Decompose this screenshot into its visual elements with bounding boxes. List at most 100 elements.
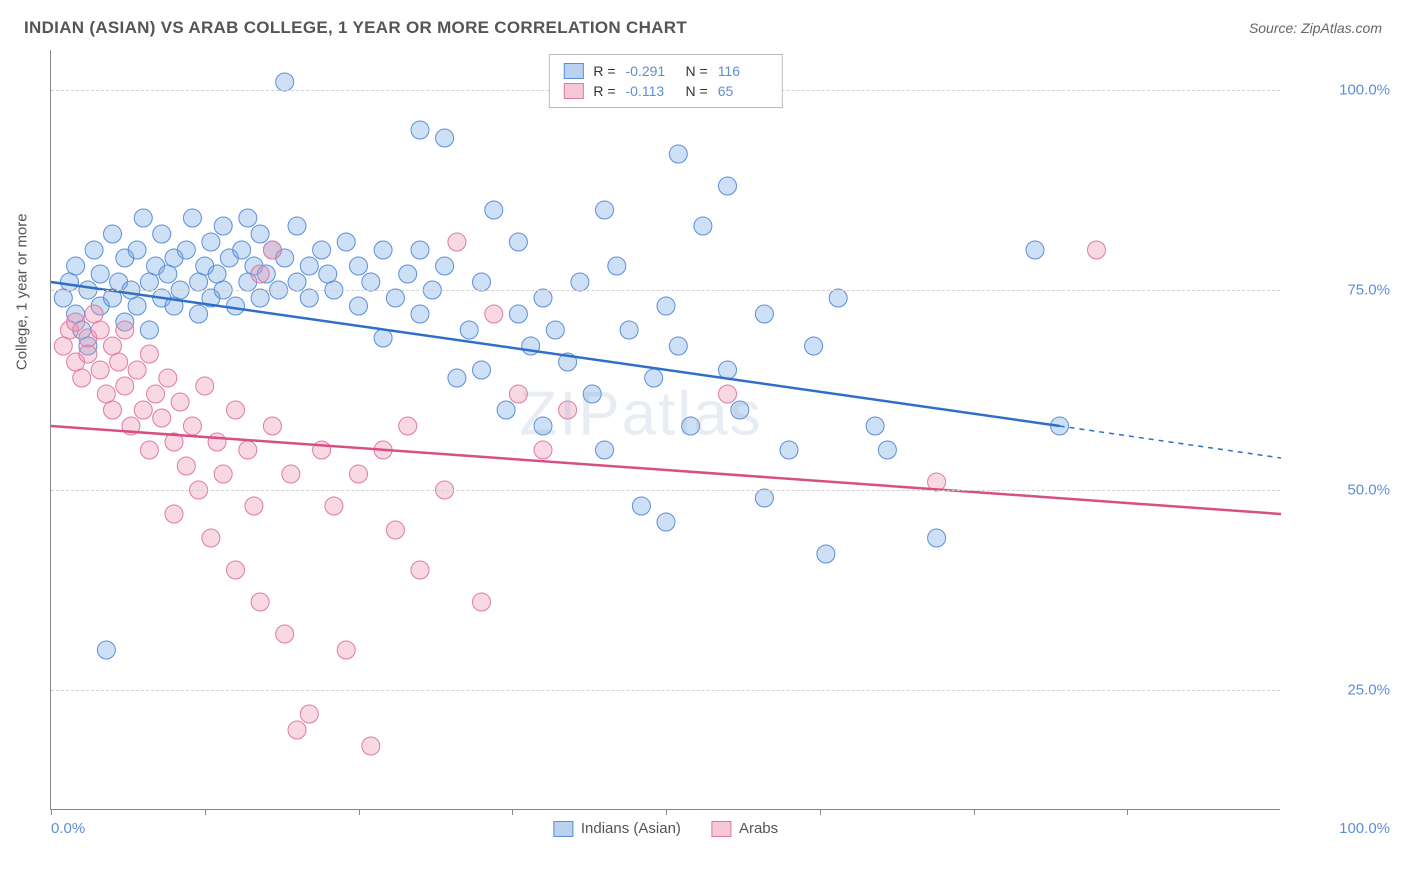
- scatter-point: [165, 505, 183, 523]
- scatter-point: [128, 297, 146, 315]
- scatter-point: [288, 217, 306, 235]
- scatter-point: [399, 417, 417, 435]
- legend-correlation: R = -0.291 N = 116 R = -0.113 N = 65: [548, 54, 782, 108]
- x-tick: [51, 809, 52, 815]
- gridline: [51, 690, 1280, 691]
- scatter-point: [91, 321, 109, 339]
- scatter-point: [79, 345, 97, 363]
- scatter-point: [436, 257, 454, 275]
- scatter-point: [245, 497, 263, 515]
- scatter-point: [140, 321, 158, 339]
- x-tick: [359, 809, 360, 815]
- scatter-point: [251, 225, 269, 243]
- scatter-point: [620, 321, 638, 339]
- scatter-point: [473, 593, 491, 611]
- scatter-point: [411, 305, 429, 323]
- scatter-point: [719, 385, 737, 403]
- scatter-point: [485, 201, 503, 219]
- gridline: [51, 290, 1280, 291]
- x-tick: [1127, 809, 1128, 815]
- scatter-point: [190, 273, 208, 291]
- legend-row: R = -0.113 N = 65: [563, 81, 767, 101]
- scatter-point: [473, 273, 491, 291]
- legend-r-label: R =: [593, 63, 615, 79]
- scatter-point: [300, 257, 318, 275]
- scatter-point: [288, 721, 306, 739]
- scatter-point: [337, 233, 355, 251]
- legend-r-value: -0.291: [626, 63, 676, 79]
- scatter-point: [300, 289, 318, 307]
- scatter-point: [104, 337, 122, 355]
- legend-n-label: N =: [686, 63, 708, 79]
- scatter-point: [104, 401, 122, 419]
- x-tick: [820, 809, 821, 815]
- scatter-point: [682, 417, 700, 435]
- scatter-point: [251, 593, 269, 611]
- scatter-point: [411, 561, 429, 579]
- scatter-point: [85, 305, 103, 323]
- scatter-point: [928, 529, 946, 547]
- scatter-point: [350, 257, 368, 275]
- legend-n-value: 116: [718, 63, 768, 79]
- scatter-point: [546, 321, 564, 339]
- scatter-point: [288, 273, 306, 291]
- scatter-point: [140, 345, 158, 363]
- legend-item-label: Indians (Asian): [581, 820, 681, 837]
- scatter-point: [473, 361, 491, 379]
- scatter-point: [817, 545, 835, 563]
- scatter-point: [54, 337, 72, 355]
- scatter-point: [140, 273, 158, 291]
- scatter-point: [780, 441, 798, 459]
- scatter-point: [657, 513, 675, 531]
- scatter-point: [73, 369, 91, 387]
- scatter-point: [374, 241, 392, 259]
- scatter-point: [196, 377, 214, 395]
- scatter-point: [300, 705, 318, 723]
- scatter-point: [97, 641, 115, 659]
- scatter-point: [719, 361, 737, 379]
- scatter-point: [386, 289, 404, 307]
- scatter-point: [214, 465, 232, 483]
- legend-swatch-icon: [563, 83, 583, 99]
- scatter-point: [227, 401, 245, 419]
- scatter-point: [755, 489, 773, 507]
- scatter-point: [534, 289, 552, 307]
- legend-r-label: R =: [593, 83, 615, 99]
- scatter-point: [263, 417, 281, 435]
- scatter-point: [134, 401, 152, 419]
- plot-area: ZIPatlas R = -0.291 N = 116 R = -0.113 N…: [50, 50, 1280, 810]
- legend-swatch-icon: [563, 63, 583, 79]
- scatter-point: [866, 417, 884, 435]
- scatter-point: [202, 529, 220, 547]
- scatter-point: [608, 257, 626, 275]
- scatter-point: [128, 241, 146, 259]
- scatter-point: [583, 385, 601, 403]
- scatter-point: [227, 297, 245, 315]
- scatter-point: [177, 457, 195, 475]
- scatter-svg: [51, 50, 1280, 809]
- scatter-point: [829, 289, 847, 307]
- scatter-point: [448, 233, 466, 251]
- scatter-point: [227, 561, 245, 579]
- scatter-point: [313, 241, 331, 259]
- scatter-point: [362, 273, 380, 291]
- scatter-point: [159, 369, 177, 387]
- scatter-point: [91, 361, 109, 379]
- y-axis-label: College, 1 year or more: [14, 213, 31, 370]
- y-tick-label: 50.0%: [1290, 482, 1390, 499]
- scatter-point: [91, 265, 109, 283]
- chart-title: INDIAN (ASIAN) VS ARAB COLLEGE, 1 YEAR O…: [24, 18, 687, 38]
- legend-item: Indians (Asian): [553, 820, 681, 837]
- scatter-point: [177, 241, 195, 259]
- scatter-point: [85, 241, 103, 259]
- scatter-point: [337, 641, 355, 659]
- scatter-point: [233, 241, 251, 259]
- scatter-point: [448, 369, 466, 387]
- scatter-point: [411, 121, 429, 139]
- scatter-point: [140, 441, 158, 459]
- scatter-point: [509, 305, 527, 323]
- scatter-point: [460, 321, 478, 339]
- scatter-point: [147, 385, 165, 403]
- scatter-point: [878, 441, 896, 459]
- scatter-point: [276, 73, 294, 91]
